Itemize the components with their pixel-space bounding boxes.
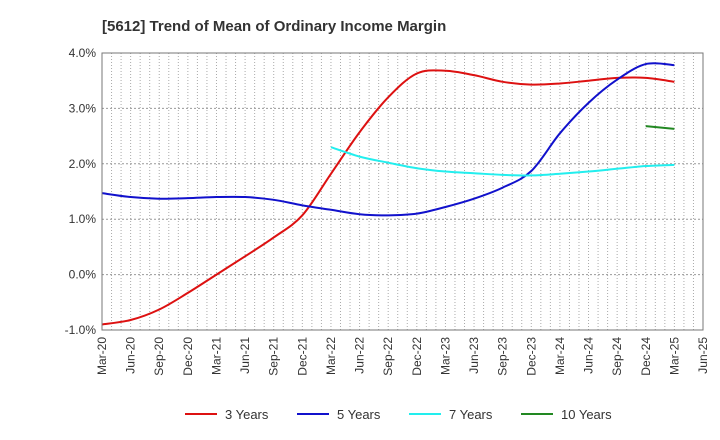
x-tick-label: Mar-23 <box>438 337 452 375</box>
legend-label-7-years: 7 Years <box>449 407 493 422</box>
legend-label-10-years: 10 Years <box>561 407 612 422</box>
y-tick-label: 1.0% <box>69 212 97 226</box>
horizontal-grid <box>102 107 703 276</box>
x-tick-label: Jun-23 <box>467 337 481 374</box>
x-tick-label: Dec-22 <box>410 337 424 376</box>
series-line-3-years <box>101 69 675 326</box>
x-tick-label: Mar-25 <box>667 337 681 375</box>
y-tick-label: 3.0% <box>69 101 97 115</box>
x-tick-label: Dec-21 <box>295 337 309 376</box>
x-tick-label: Jun-20 <box>124 337 138 374</box>
x-tick-label: Dec-24 <box>639 337 653 376</box>
x-tick-label: Dec-23 <box>524 337 538 376</box>
series-lines <box>101 62 675 326</box>
x-tick-label: Jun-25 <box>696 337 710 374</box>
x-tick-label: Sep-20 <box>152 337 166 376</box>
y-tick-label: 0.0% <box>69 268 97 282</box>
x-tick-label: Mar-21 <box>209 337 223 375</box>
y-tick-label: 2.0% <box>69 157 97 171</box>
legend-label-5-years: 5 Years <box>337 407 381 422</box>
plot-border <box>101 52 704 331</box>
legend: 3 Years 5 Years 7 Years 10 Years <box>185 407 612 422</box>
x-axis-ticks: Mar-20 Jun-20 Sep-20 Dec-20 Mar-21 Jun-21 Sep-… <box>95 337 710 376</box>
x-tick-label: Jun-21 <box>238 337 252 374</box>
x-tick-label: Sep-21 <box>267 337 281 376</box>
legend-label-3-years: 3 Years <box>225 407 269 422</box>
plot-background <box>102 53 703 330</box>
series-line-5-years <box>101 62 675 217</box>
x-tick-label: Mar-20 <box>95 337 109 375</box>
x-tick-label: Sep-23 <box>496 337 510 376</box>
series-line-10-years <box>645 125 675 130</box>
y-axis-ticks: 4.0% 3.0% 2.0% 1.0% 0.0% -1.0% <box>65 46 97 337</box>
x-tick-label: Sep-24 <box>610 337 624 376</box>
y-tick-label: 4.0% <box>69 46 97 60</box>
x-tick-label: Mar-24 <box>553 337 567 375</box>
x-tick-label: Mar-22 <box>324 337 338 375</box>
plot-area <box>101 52 704 331</box>
x-tick-label: Jun-24 <box>582 337 596 374</box>
chart-title: [5612] Trend of Mean of Ordinary Income … <box>102 18 446 35</box>
x-tick-label: Jun-22 <box>353 337 367 374</box>
x-tick-label: Dec-20 <box>181 337 195 376</box>
y-tick-label: -1.0% <box>65 323 97 337</box>
series-line-7-years <box>330 146 675 177</box>
x-tick-label: Sep-22 <box>381 337 395 376</box>
